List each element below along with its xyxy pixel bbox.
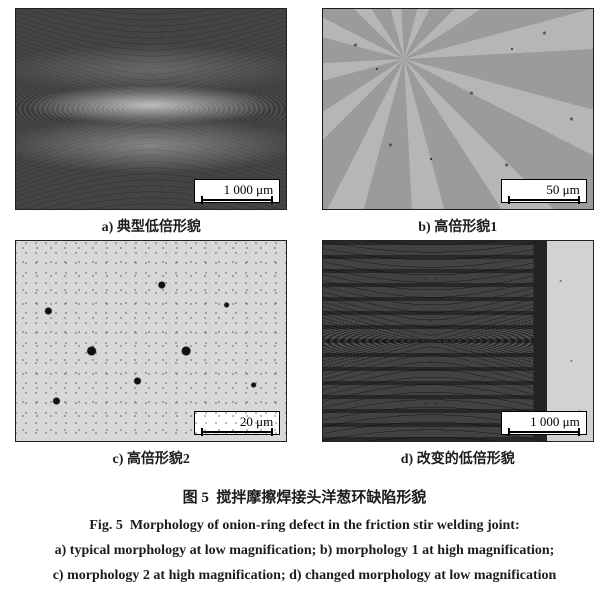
scalebar-bar bbox=[508, 431, 580, 433]
subcaption-a: a) 典型低倍形貌 bbox=[102, 216, 201, 236]
caption-cn-prefix: 图 5 bbox=[183, 490, 209, 506]
figure-grid: 1 000 μm a) 典型低倍形貌 50 μm b) 高倍形貌1 20 μm bbox=[8, 8, 601, 468]
scalebar-bar bbox=[201, 199, 273, 201]
panel-b: 50 μm b) 高倍形貌1 bbox=[322, 8, 594, 236]
panel-a: 1 000 μm a) 典型低倍形貌 bbox=[15, 8, 287, 236]
scalebar-label: 50 μm bbox=[546, 183, 579, 197]
subcaption-letter: d) bbox=[401, 452, 413, 467]
scalebar-a: 1 000 μm bbox=[194, 179, 280, 203]
subcaption-letter: c) bbox=[113, 452, 124, 467]
caption-en-line2: a) typical morphology at low magnificati… bbox=[55, 543, 555, 558]
micrograph-d: 1 000 μm bbox=[322, 240, 594, 442]
scalebar-bar bbox=[201, 431, 273, 433]
figure-caption: 图 5 搅拌摩擦焊接头洋葱环缺陷形貌 Fig. 5 Morphology of … bbox=[8, 486, 601, 589]
scalebar-label: 20 μm bbox=[240, 415, 273, 429]
subcaption-d: d) 改变的低倍形貌 bbox=[401, 448, 515, 468]
panel-c: 20 μm c) 高倍形貌2 bbox=[15, 240, 287, 468]
scalebar-d: 1 000 μm bbox=[501, 411, 587, 435]
subcaption-letter: a) bbox=[102, 220, 114, 235]
subcaption-text: 改变的低倍形貌 bbox=[417, 452, 515, 467]
caption-en-prefix: Fig. 5 bbox=[89, 518, 122, 533]
caption-cn-text: 搅拌摩擦焊接头洋葱环缺陷形貌 bbox=[216, 490, 426, 506]
scalebar-label: 1 000 μm bbox=[530, 415, 580, 429]
subcaption-c: c) 高倍形貌2 bbox=[113, 448, 190, 468]
scalebar-c: 20 μm bbox=[194, 411, 280, 435]
caption-cn: 图 5 搅拌摩擦焊接头洋葱环缺陷形貌 bbox=[8, 486, 601, 507]
subcaption-text: 高倍形貌1 bbox=[434, 220, 497, 235]
caption-en-line3: c) morphology 2 at high magnification; d… bbox=[53, 568, 557, 583]
micrograph-b: 50 μm bbox=[322, 8, 594, 210]
scalebar-bar bbox=[508, 199, 580, 201]
subcaption-b: b) 高倍形貌1 bbox=[418, 216, 497, 236]
caption-en-title: Morphology of onion-ring defect in the f… bbox=[130, 518, 520, 533]
micrograph-c: 20 μm bbox=[15, 240, 287, 442]
subcaption-letter: b) bbox=[418, 220, 430, 235]
panel-d: 1 000 μm d) 改变的低倍形貌 bbox=[322, 240, 594, 468]
subcaption-text: 高倍形貌2 bbox=[127, 452, 190, 467]
caption-en: Fig. 5 Morphology of onion-ring defect i… bbox=[8, 513, 601, 589]
scalebar-label: 1 000 μm bbox=[224, 183, 274, 197]
subcaption-text: 典型低倍形貌 bbox=[117, 220, 201, 235]
scalebar-b: 50 μm bbox=[501, 179, 587, 203]
micrograph-a: 1 000 μm bbox=[15, 8, 287, 210]
